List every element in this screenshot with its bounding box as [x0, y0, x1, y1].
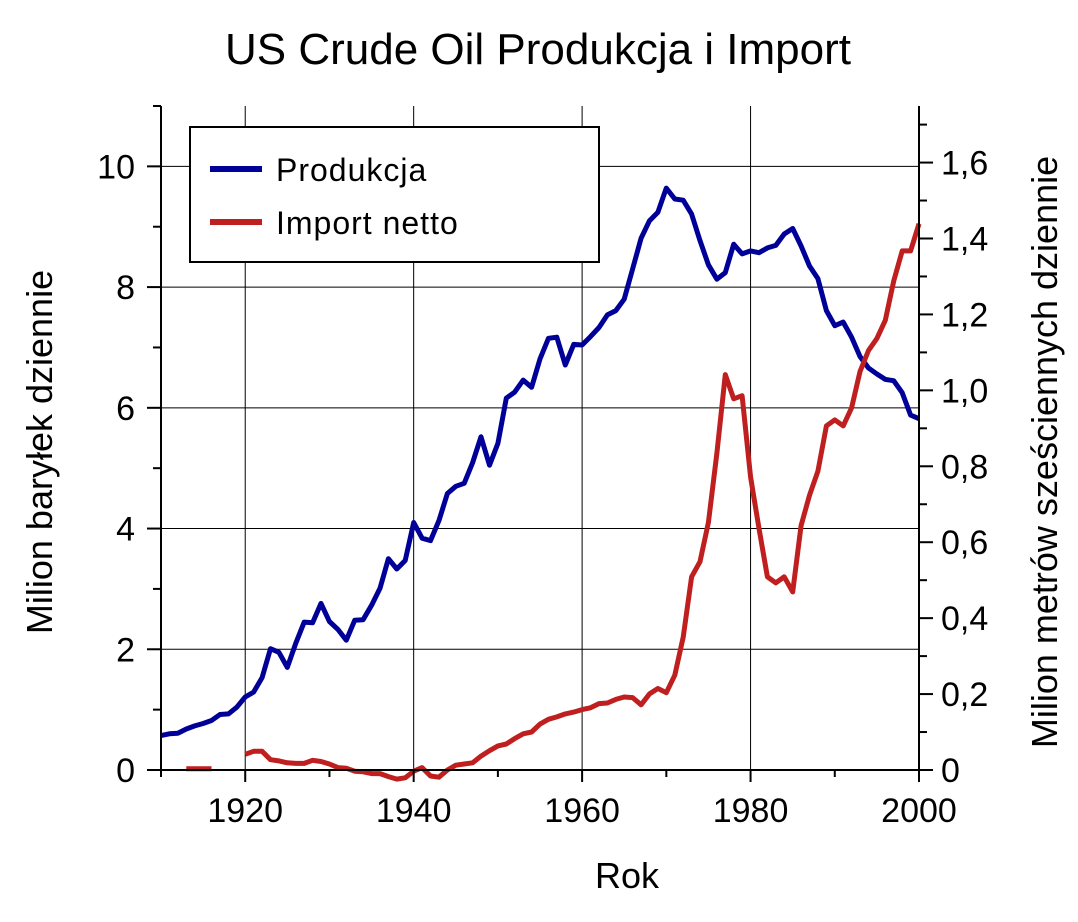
- legend: Produkcja Import netto: [189, 126, 600, 263]
- y-tick-label-4: 4: [116, 511, 135, 549]
- y2-tick-label-3: 0,6: [941, 524, 988, 562]
- y-tick-label-2: 2: [116, 631, 135, 669]
- x-axis-label: Rok: [595, 855, 660, 896]
- y2-tick-label-0: 0: [941, 752, 960, 790]
- y-tick-label-8: 8: [116, 269, 135, 307]
- y2-tick-label-4: 0,8: [941, 448, 988, 486]
- y2-tick-label-1: 0,2: [941, 676, 988, 714]
- tick-marks: [147, 105, 933, 782]
- series-line-import-netto-part-2: [244, 222, 922, 782]
- y2-tick-label-7: 1,4: [941, 220, 988, 258]
- y-axis-label: Milion baryłek dziennie: [19, 270, 60, 634]
- x-tick-label-2000: 2000: [881, 792, 957, 830]
- x-tick-label-1980: 1980: [713, 792, 789, 830]
- series-line-produkcja: [160, 185, 920, 739]
- y2-axis-label: Milion metrów sześciennych dziennie: [1024, 156, 1065, 748]
- chart-title: US Crude Oil Produkcja i Import: [225, 25, 851, 74]
- legend-label-produkcja: Produkcja: [276, 152, 427, 188]
- y2-tick-label-2: 0,4: [941, 600, 988, 638]
- y-tick-label-6: 6: [116, 390, 135, 428]
- x-tick-label-1940: 1940: [376, 792, 452, 830]
- y2-tick-label-5: 1,0: [941, 372, 988, 410]
- y2-tick-label-8: 1,6: [941, 145, 988, 183]
- y2-tick-label-6: 1,2: [941, 296, 988, 334]
- x-tick-label-1920: 1920: [207, 792, 283, 830]
- tick-labels: 1920 1940 1960 1980 2000024681000,20,40,60,8…: [97, 145, 988, 830]
- y-tick-label-10: 10: [97, 148, 135, 186]
- series-layer: [160, 185, 922, 782]
- axes: [160, 106, 920, 771]
- x-tick-label-1960: 1960: [544, 792, 620, 830]
- y-tick-label-0: 0: [116, 752, 135, 790]
- legend-label-import-netto: Import netto: [276, 205, 459, 241]
- legend-box: [189, 126, 600, 263]
